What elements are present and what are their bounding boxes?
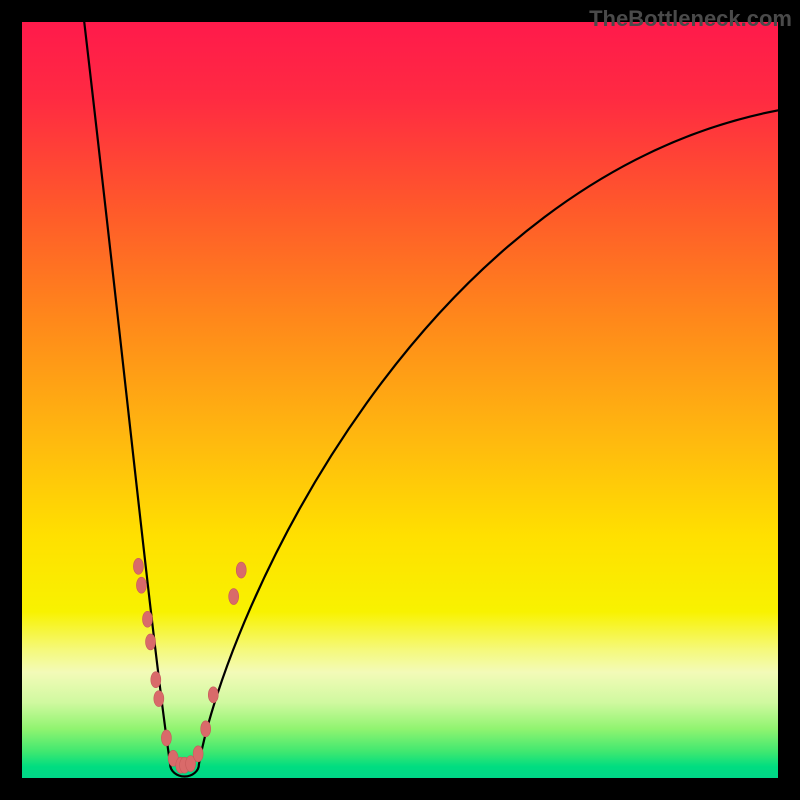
watermark-text: TheBottleneck.com — [589, 6, 792, 32]
chart-root: TheBottleneck.com — [0, 0, 800, 800]
chart-frame — [0, 0, 800, 800]
